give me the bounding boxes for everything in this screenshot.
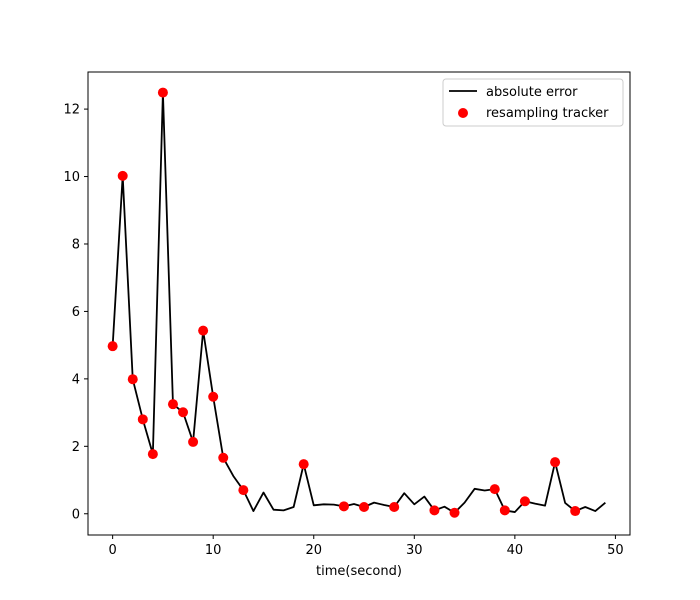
scatter-point bbox=[570, 506, 581, 517]
legend-marker-swatch bbox=[458, 108, 468, 118]
x-axis-label: time(second) bbox=[316, 564, 402, 579]
scatter-point bbox=[117, 170, 128, 181]
scatter-point bbox=[188, 436, 199, 447]
scatter-point bbox=[218, 452, 229, 463]
axes-frame bbox=[87, 71, 631, 536]
scatter-point bbox=[298, 459, 309, 470]
scatter-point bbox=[147, 449, 158, 460]
x-tick-label: 10 bbox=[205, 543, 222, 558]
scatter-point bbox=[198, 325, 209, 336]
scatter-point bbox=[178, 407, 189, 418]
x-tick-label: 0 bbox=[108, 543, 116, 558]
y-tick-label: 10 bbox=[63, 170, 80, 185]
scatter-point bbox=[519, 496, 530, 507]
scatter-point bbox=[208, 391, 219, 402]
scatter-point bbox=[238, 485, 249, 496]
scatter-point bbox=[429, 505, 440, 516]
scatter-point bbox=[127, 374, 138, 385]
x-tick-label: 40 bbox=[507, 543, 524, 558]
y-tick-label: 4 bbox=[72, 372, 80, 387]
x-tick-label: 50 bbox=[607, 543, 624, 558]
scatter-point bbox=[449, 507, 460, 518]
legend-entry-absolute-error: absolute error bbox=[486, 85, 578, 100]
scatter-point bbox=[107, 341, 118, 352]
scatter-point bbox=[489, 484, 500, 495]
x-axis-ticks: 0 10 20 30 40 50 bbox=[108, 535, 624, 558]
legend-entry-resampling-tracker: resampling tracker bbox=[486, 106, 609, 121]
scatter-point bbox=[338, 501, 349, 512]
scatter-point bbox=[137, 414, 148, 425]
y-tick-label: 0 bbox=[72, 507, 80, 522]
scatter-point bbox=[157, 87, 168, 98]
x-tick-label: 20 bbox=[305, 543, 322, 558]
y-tick-label: 6 bbox=[72, 305, 80, 320]
x-tick-label: 30 bbox=[406, 543, 423, 558]
scatter-point bbox=[359, 502, 370, 513]
scatter-point bbox=[167, 399, 178, 410]
y-tick-label: 12 bbox=[63, 103, 80, 118]
scatter-point bbox=[550, 457, 561, 468]
y-axis-ticks: 0 2 4 6 8 10 12 bbox=[63, 103, 88, 522]
plot-area bbox=[107, 87, 606, 518]
legend-box bbox=[442, 78, 624, 127]
scatter-point bbox=[389, 502, 400, 513]
y-tick-label: 8 bbox=[72, 237, 80, 252]
legend: absolute error resampling tracker bbox=[442, 78, 624, 127]
y-tick-label: 2 bbox=[72, 440, 80, 455]
scatter-point bbox=[499, 505, 510, 516]
